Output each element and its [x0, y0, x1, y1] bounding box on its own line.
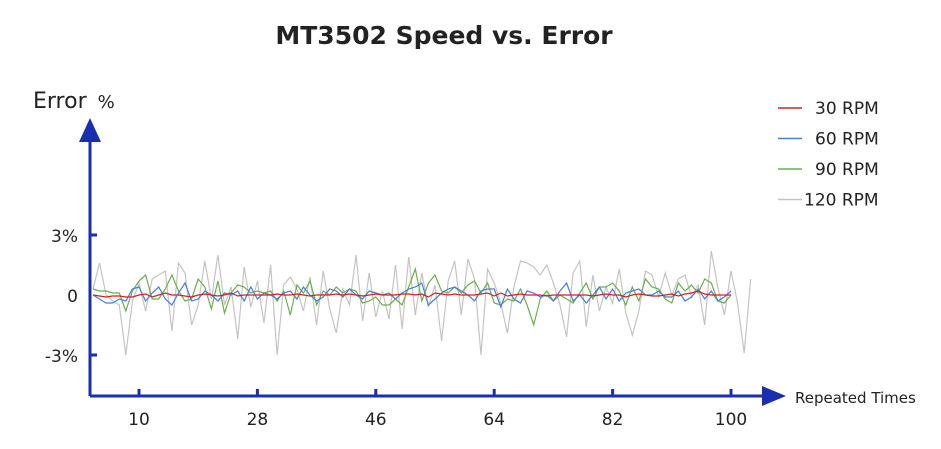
- series-line-120-rpm: [92, 250, 752, 356]
- y-axis-label-unit: %: [98, 92, 115, 113]
- legend-label: 30 RPM: [815, 99, 879, 119]
- y-tick-label: 0: [67, 287, 78, 307]
- series-line-30-rpm: [92, 290, 731, 298]
- x-tick-label: 46: [365, 410, 387, 430]
- x-axis-arrow: [762, 386, 786, 406]
- x-tick-label: 10: [128, 410, 150, 430]
- x-tick-label: 28: [247, 410, 269, 430]
- legend-label: 60 RPM: [815, 130, 879, 150]
- y-tick-label: -3%: [45, 347, 78, 367]
- y-axis-label: Error %: [33, 89, 115, 114]
- chart-title: MT3502 Speed vs. Error: [275, 21, 613, 50]
- x-tick-label: 100: [715, 410, 747, 430]
- series-line-90-rpm: [92, 266, 732, 328]
- legend: 30 RPM 60 RPM 90 RPM 120 RPM: [778, 99, 879, 211]
- y-tick-label: 3%: [51, 227, 78, 247]
- legend-label: 120 RPM: [804, 191, 879, 211]
- legend-label: 90 RPM: [815, 160, 879, 180]
- x-axis-label: Repeated Times: [795, 389, 916, 407]
- x-tick-label: 64: [483, 410, 505, 430]
- y-axis-label-text: Error: [33, 89, 88, 114]
- series-line-60-rpm: [92, 281, 732, 309]
- y-axis-arrow: [79, 118, 101, 142]
- x-tick-label: 82: [602, 410, 624, 430]
